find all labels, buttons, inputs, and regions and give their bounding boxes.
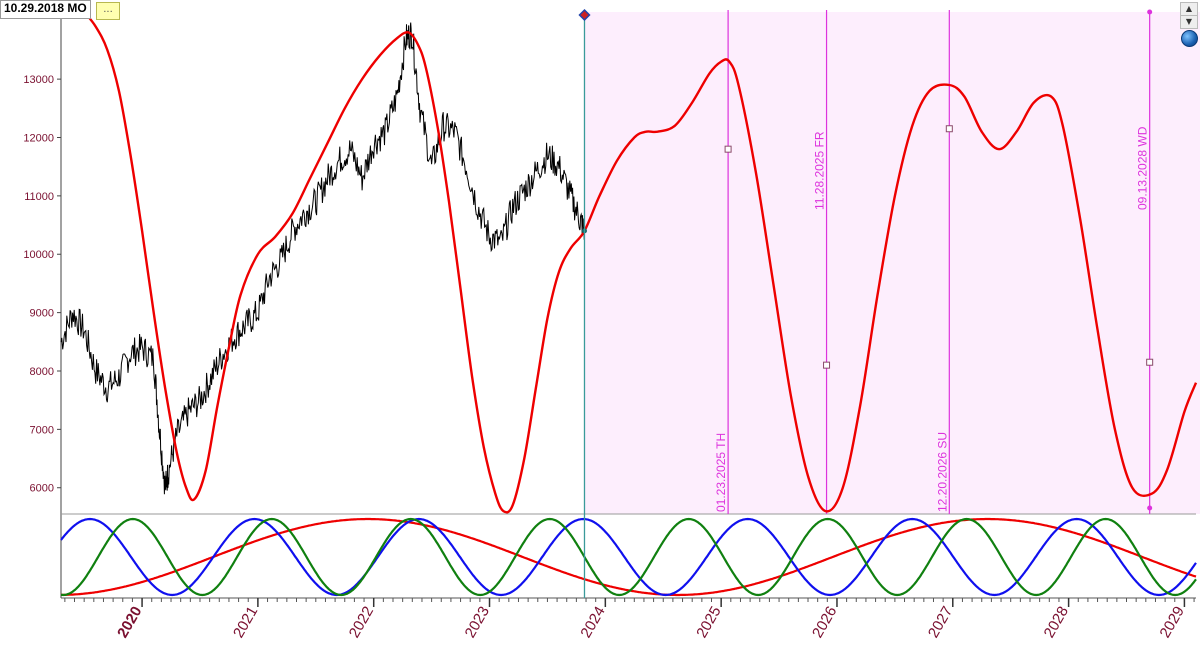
marker-label: 12.20.2026 SU	[935, 432, 949, 512]
blue_cycle-wave	[60, 517, 1197, 597]
composite-forecast-line	[83, 11, 1198, 514]
y-tick-label: 13000	[23, 74, 54, 86]
x-tick-label: 2020	[114, 604, 145, 641]
x-tick-label: 2029	[1156, 604, 1187, 641]
current-date-label: 10.29.2018 MO	[0, 0, 91, 19]
y-tick-label: 10000	[23, 249, 54, 261]
marker-label: 09.13.2028 WD	[1136, 126, 1150, 210]
x-minor-ticks	[64, 598, 1195, 602]
price-line	[60, 22, 585, 495]
marker-label: 01.23.2025 TH	[714, 433, 728, 512]
x-tick-label: 2027	[925, 604, 956, 641]
y-axis-ticks: 6000 7000 8000 9000 10000 11000 12000 13000	[23, 74, 61, 495]
current-date-handle[interactable]	[578, 8, 591, 22]
forecast-region	[584, 12, 1200, 514]
y-tick-label: 11000	[24, 191, 54, 203]
scroll-down-icon[interactable]: ▼	[1180, 15, 1198, 29]
marker-point[interactable]	[823, 361, 831, 369]
y-tick-label: 7000	[30, 424, 54, 436]
x-tick-label: 2026	[809, 604, 840, 641]
x-tick-label: 2021	[230, 604, 261, 641]
scroll-up-icon[interactable]: ▲	[1180, 2, 1198, 16]
marker-label: 11.28.2025 FR	[813, 131, 827, 210]
x-tick-label: 2023	[462, 604, 493, 641]
marker-point[interactable]	[724, 145, 732, 153]
x-tick-label: 2022	[346, 604, 377, 641]
marker-end-dot	[1147, 9, 1153, 15]
marker-point[interactable]	[945, 125, 953, 133]
main-series	[60, 11, 1198, 514]
y-tick-label: 12000	[23, 133, 54, 145]
x-tick-label: 2024	[577, 604, 608, 641]
cursor-tooltip: ...	[96, 2, 120, 20]
marker-point[interactable]	[1146, 358, 1154, 366]
green_cycle-wave	[60, 517, 1197, 597]
x-tick-label: 2025	[693, 604, 724, 641]
y-tick-label: 6000	[30, 483, 54, 495]
x-tick-label: 2028	[1041, 604, 1072, 641]
cycle-panel	[60, 517, 1197, 597]
globe-icon[interactable]	[1181, 30, 1198, 47]
x-axis-ticks: 2020 2021 2022 2023 2024 2025 2026 2027 2028 2029	[114, 598, 1188, 641]
marker-end-dot	[1147, 505, 1153, 511]
y-tick-label: 8000	[30, 366, 54, 378]
y-tick-label: 9000	[30, 308, 54, 320]
date-markers: 01.23.2025 TH 11.28.2025 FR 12.20.2026 SU 0…	[714, 9, 1154, 514]
red_cycle-wave	[61, 517, 1197, 597]
